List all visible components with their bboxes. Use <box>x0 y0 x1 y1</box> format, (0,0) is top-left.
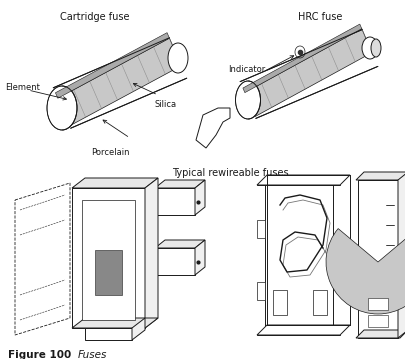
Polygon shape <box>82 200 135 320</box>
Text: Porcelain: Porcelain <box>91 148 129 157</box>
Text: Typical rewireable fuses: Typical rewireable fuses <box>171 168 288 178</box>
Ellipse shape <box>47 86 77 130</box>
Polygon shape <box>58 38 181 126</box>
Ellipse shape <box>235 81 260 119</box>
Polygon shape <box>242 24 361 93</box>
Polygon shape <box>355 172 405 180</box>
Polygon shape <box>95 250 122 295</box>
Polygon shape <box>357 180 397 338</box>
Polygon shape <box>256 325 349 335</box>
Polygon shape <box>244 29 371 117</box>
Wedge shape <box>325 229 405 314</box>
Polygon shape <box>272 290 286 315</box>
Text: Fuses: Fuses <box>78 350 107 359</box>
Polygon shape <box>196 108 230 148</box>
Polygon shape <box>155 180 205 188</box>
Text: Cartridge fuse: Cartridge fuse <box>60 12 130 22</box>
Polygon shape <box>15 183 70 335</box>
Text: Silica: Silica <box>155 100 177 109</box>
Polygon shape <box>72 178 158 188</box>
Polygon shape <box>312 290 326 315</box>
Text: Figure 100: Figure 100 <box>8 350 71 359</box>
Text: Element: Element <box>5 84 40 93</box>
Polygon shape <box>72 318 158 328</box>
Polygon shape <box>155 188 194 215</box>
Polygon shape <box>53 38 186 128</box>
Polygon shape <box>355 330 405 338</box>
Polygon shape <box>240 29 377 118</box>
Polygon shape <box>256 282 264 300</box>
Polygon shape <box>155 240 205 248</box>
Polygon shape <box>72 188 145 328</box>
Polygon shape <box>194 180 205 215</box>
Polygon shape <box>256 175 349 185</box>
Ellipse shape <box>168 43 188 73</box>
Polygon shape <box>55 33 169 98</box>
Text: Indicator: Indicator <box>228 65 264 75</box>
Polygon shape <box>256 220 264 238</box>
Polygon shape <box>367 298 387 310</box>
Polygon shape <box>145 178 158 328</box>
Polygon shape <box>155 248 194 275</box>
Polygon shape <box>85 328 132 340</box>
Ellipse shape <box>370 39 380 57</box>
Polygon shape <box>397 172 405 338</box>
Polygon shape <box>194 240 205 275</box>
Text: HRC fuse: HRC fuse <box>297 12 341 22</box>
Ellipse shape <box>361 37 377 59</box>
Polygon shape <box>367 315 387 327</box>
Polygon shape <box>132 318 145 340</box>
